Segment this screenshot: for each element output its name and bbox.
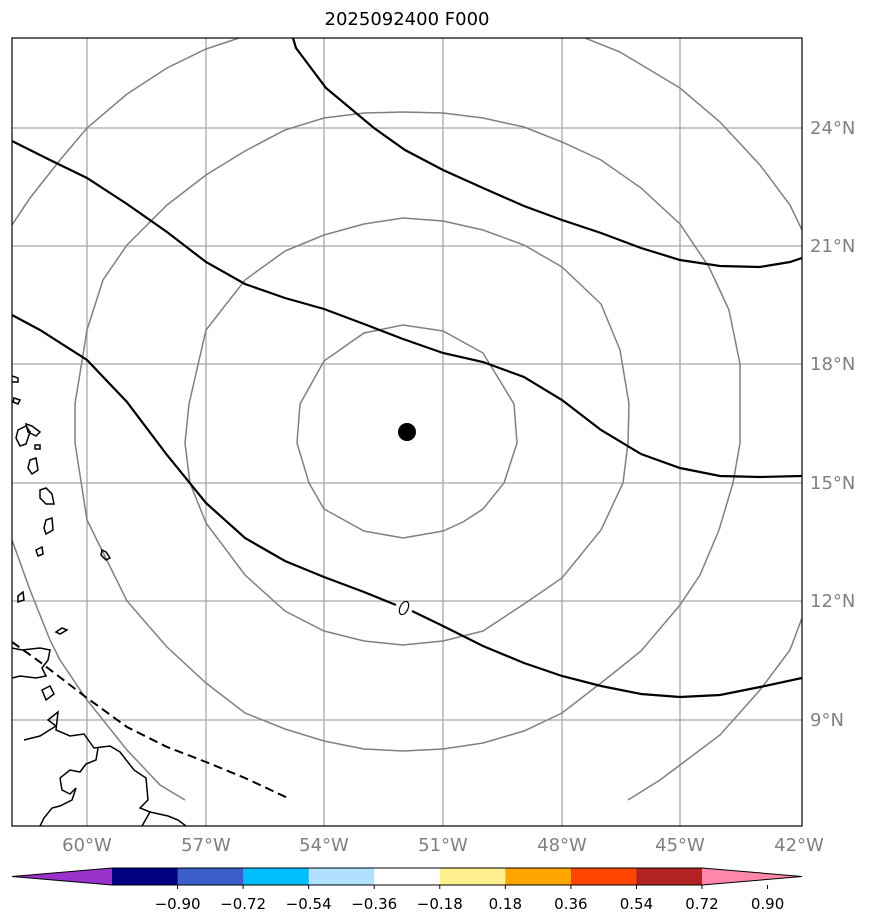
- map-title: 2025092400 F000: [324, 9, 490, 30]
- colorbar-segment: [374, 868, 441, 885]
- lon-label: 60°W: [62, 835, 112, 856]
- contour-line-3: [12, 314, 397, 607]
- colorbar-segment: [439, 868, 506, 885]
- island-coast: [12, 375, 19, 383]
- range-ring-4: [12, 38, 242, 226]
- colorbar-extend-high: [702, 868, 802, 885]
- colorbar-tick-label: −0.90: [155, 895, 201, 913]
- graticule: [12, 38, 802, 826]
- range-ring-1: [296, 324, 518, 539]
- colorbar-segment: [112, 868, 179, 885]
- colorbar-segment: [177, 868, 244, 885]
- range-ring-2: [184, 217, 630, 646]
- map-frame: [11, 37, 803, 827]
- lat-label: 9°N: [810, 710, 844, 731]
- latitude-labels: 24°N 21°N 18°N 15°N 12°N 9°N: [810, 118, 855, 731]
- colorbar-tick-label: −0.36: [351, 895, 397, 913]
- lat-label: 12°N: [810, 591, 855, 612]
- storm-center-marker: [398, 423, 416, 441]
- range-ring-4b: [582, 38, 802, 231]
- colorbar-extend-low: [12, 868, 112, 885]
- colorbar-tick-label: 0.90: [751, 895, 784, 913]
- colorbar-segment: [308, 868, 375, 885]
- colorbar: −0.90 −0.72 −0.54 −0.36 −0.18 0.18 0.36 0.54 0.7…: [11, 867, 803, 913]
- range-ring-3: [74, 111, 741, 752]
- range-ring-4c: [12, 539, 186, 801]
- range-ring-4d: [627, 617, 802, 801]
- lat-label: 15°N: [810, 473, 855, 494]
- range-rings: [12, 38, 802, 801]
- colorbar-outline: [11, 867, 803, 886]
- colorbar-tick-label: −0.72: [220, 895, 266, 913]
- contour-line-2: [12, 140, 802, 479]
- contour-label-marker: [398, 600, 410, 616]
- colorbar-tick-label: 0.72: [685, 895, 718, 913]
- colorbar-tick-label: −0.18: [417, 895, 463, 913]
- colorbar-segment: [243, 868, 310, 885]
- lon-label: 51°W: [418, 835, 468, 856]
- colorbar-segment: [505, 868, 572, 885]
- lat-label: 21°N: [810, 236, 855, 257]
- lon-label: 42°W: [774, 835, 824, 856]
- lon-label: 48°W: [537, 835, 587, 856]
- contour-line-1: [291, 38, 802, 269]
- colorbar-segment: [570, 868, 637, 885]
- contour-line-3b: [411, 610, 802, 699]
- colorbar-tick-label: 0.18: [489, 895, 522, 913]
- contour-lines: [12, 38, 802, 699]
- lon-label: 57°W: [181, 835, 231, 856]
- lat-label: 24°N: [810, 118, 855, 139]
- lat-label: 18°N: [810, 354, 855, 375]
- longitude-labels: 60°W 57°W 54°W 51°W 48°W 45°W 42°W: [62, 835, 824, 856]
- colorbar-tick-label: 0.54: [620, 895, 653, 913]
- dashed-contour-line: [12, 641, 291, 800]
- coastlines: [12, 375, 187, 826]
- colorbar-segment: [636, 868, 703, 885]
- lon-label: 45°W: [655, 835, 705, 856]
- lon-label: 54°W: [299, 835, 349, 856]
- colorbar-tick-label: 0.36: [554, 895, 587, 913]
- colorbar-tick-label: −0.54: [286, 895, 332, 913]
